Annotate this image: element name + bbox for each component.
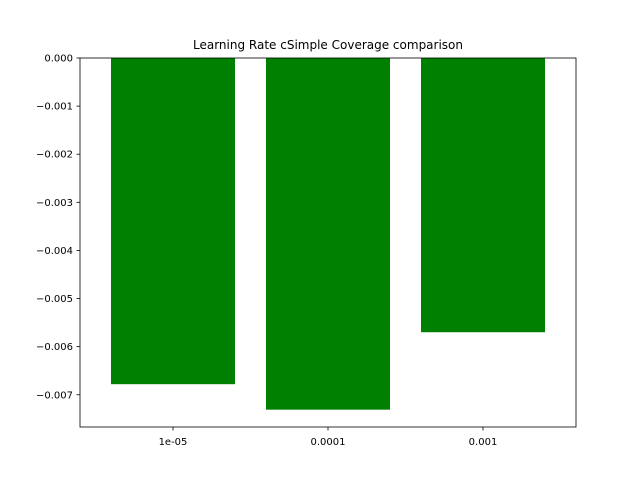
y-tick-label: −0.004 [36, 246, 73, 257]
y-tick-label: −0.007 [36, 390, 73, 401]
x-tick-label: 1e-05 [159, 437, 188, 448]
y-tick-label: −0.002 [36, 150, 73, 161]
y-tick-label: −0.003 [36, 198, 73, 209]
bar-1e-05 [111, 58, 235, 385]
x-axis: 1e-05 0.0001 0.001 [159, 427, 498, 448]
y-axis: 0.000 −0.001 −0.002 −0.003 −0.004 −0.005 −0.00… [36, 54, 80, 401]
y-tick-label: −0.006 [36, 342, 73, 353]
bars-group [111, 58, 545, 410]
x-tick-label: 0.001 [469, 437, 498, 448]
chart-title: Learning Rate cSimple Coverage compariso… [193, 38, 463, 52]
y-tick-label: −0.005 [36, 294, 73, 305]
bar-0.0001 [266, 58, 390, 410]
y-tick-label: −0.001 [36, 102, 73, 113]
y-tick-label: 0.000 [44, 54, 73, 65]
x-tick-label: 0.0001 [311, 437, 346, 448]
bar-0.001 [421, 58, 545, 333]
